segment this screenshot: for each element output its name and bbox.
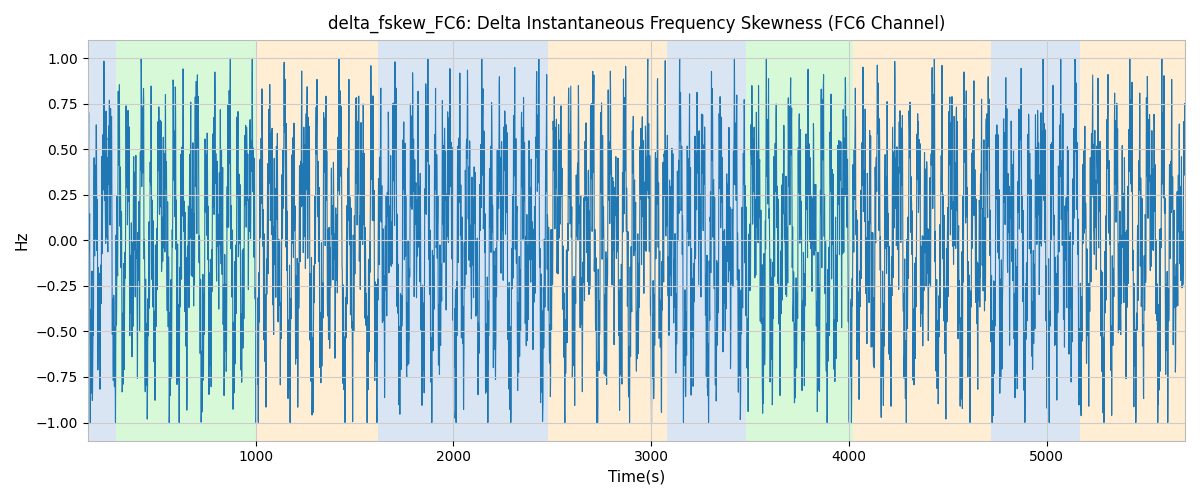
Y-axis label: Hz: Hz [14, 230, 30, 250]
Bar [88, 40, 116, 440]
Bar [378, 40, 548, 440]
Bar [1080, 40, 1186, 440]
Bar [256, 40, 378, 440]
Bar [116, 40, 256, 440]
Title: delta_fskew_FC6: Delta Instantaneous Frequency Skewness (FC6 Channel): delta_fskew_FC6: Delta Instantaneous Fre… [328, 15, 946, 34]
Bar [667, 40, 746, 440]
Bar [991, 40, 1080, 440]
Bar [746, 40, 853, 440]
Bar [548, 40, 667, 440]
Bar [853, 40, 991, 440]
X-axis label: Time(s): Time(s) [607, 470, 665, 485]
